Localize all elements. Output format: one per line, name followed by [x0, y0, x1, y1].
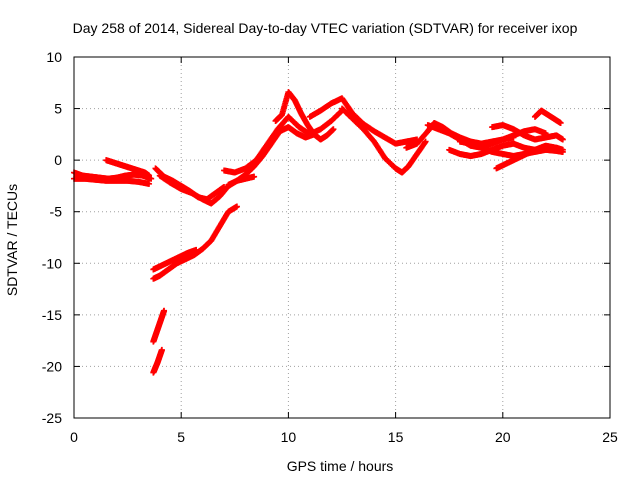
data-point	[158, 346, 165, 353]
y-axis-label: SDTVAR / TECUs	[4, 184, 20, 296]
data-point	[161, 307, 168, 314]
series-arc-t	[531, 107, 564, 127]
data-point	[422, 138, 429, 145]
data-point	[146, 172, 153, 179]
series-arc-k	[225, 124, 318, 188]
x-tick-label: 10	[281, 429, 297, 445]
x-tick-label: 15	[388, 429, 404, 445]
x-tick-label: 25	[602, 429, 618, 445]
y-tick-label: 0	[54, 152, 62, 168]
y-tick-label: -10	[42, 255, 62, 271]
data-points	[71, 89, 566, 376]
data-point	[146, 180, 153, 187]
series-arc-i	[150, 346, 165, 376]
y-tick-label: -20	[42, 358, 62, 374]
x-tick-label: 5	[177, 429, 185, 445]
series-arc-l	[272, 89, 337, 143]
data-point	[559, 136, 566, 143]
y-tick-label: -15	[42, 307, 62, 323]
series-arc-u	[456, 138, 566, 160]
data-point	[557, 120, 564, 127]
y-tick-label: 10	[46, 49, 62, 65]
series-arc-g	[150, 246, 200, 273]
x-tick-label: 0	[70, 429, 78, 445]
data-point	[233, 203, 240, 210]
series-arc-r	[489, 122, 566, 143]
data-point	[251, 173, 258, 180]
series-arc-b	[71, 175, 153, 187]
data-point	[193, 246, 200, 253]
series-arc-n	[339, 105, 429, 176]
y-tick-label: 5	[54, 101, 62, 117]
chart-title: Day 258 of 2014, Sidereal Day-to-day VTE…	[73, 20, 578, 36]
data-point	[559, 148, 566, 155]
x-tick-label: 20	[495, 429, 511, 445]
y-tick-label: -5	[50, 204, 63, 220]
data-point	[330, 126, 337, 133]
x-axis-label: GPS time / hours	[287, 458, 394, 474]
y-tick-label: -25	[42, 410, 62, 426]
plot-frame	[73, 56, 611, 419]
tick-labels: 0 5 10 15 20 25 -25 -20 -15 -10 -5 0 5 10	[42, 49, 618, 445]
data-point	[148, 175, 155, 182]
series-arc-c	[103, 157, 153, 179]
series-arc-h	[150, 307, 168, 345]
